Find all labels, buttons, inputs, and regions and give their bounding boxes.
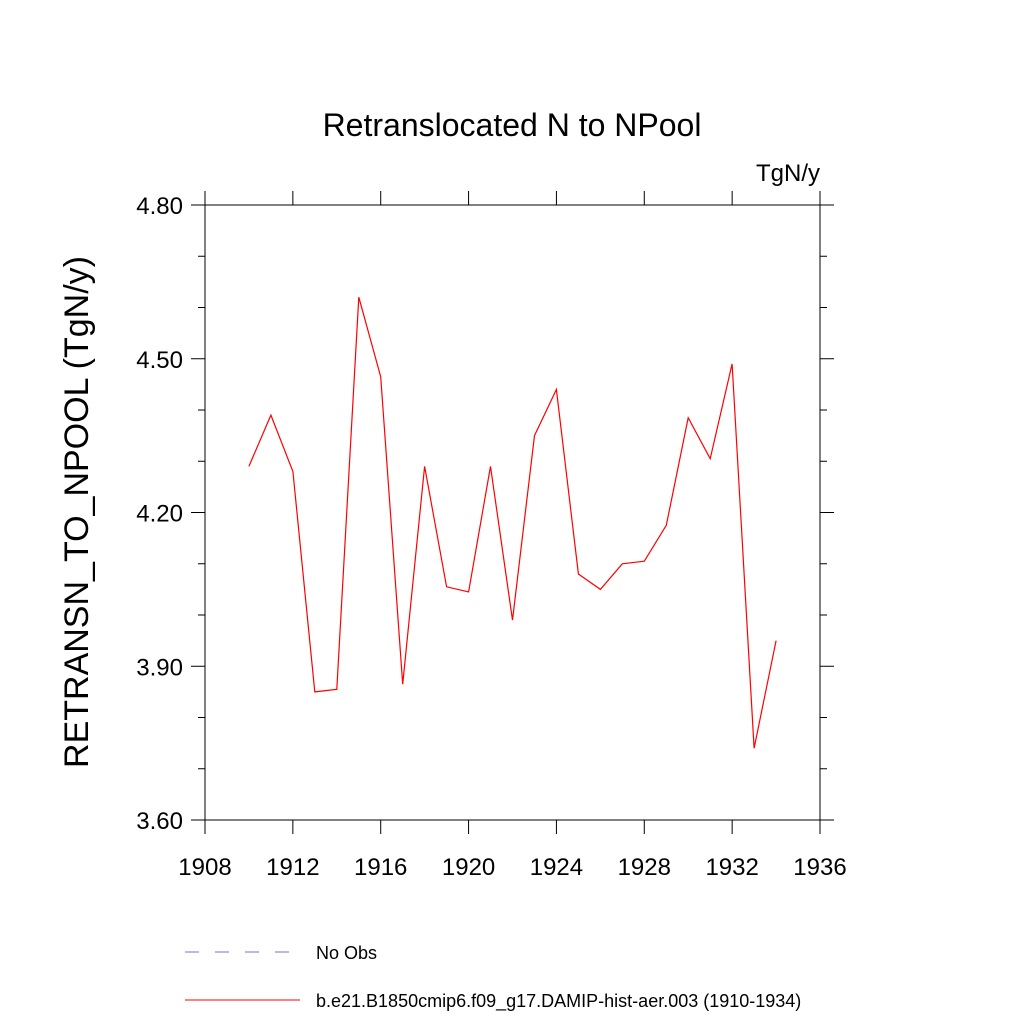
y-tick-label: 3.90 [136, 654, 183, 681]
y-tick-label: 4.80 [136, 193, 183, 220]
x-tick-label: 1924 [530, 854, 583, 881]
y-axis-label: RETRANSN_TO_NPOOL (TgN/y) [58, 256, 96, 768]
x-tick-label: 1936 [793, 854, 846, 881]
legend-label: b.e21.B1850cmip6.f09_g17.DAMIP-hist-aer.… [316, 991, 801, 1012]
axis-ticks [191, 191, 834, 834]
axis-tick-labels: 1908 1912 1916 1920 1924 1928 1932 1936 3.60 3.90… [136, 193, 846, 881]
x-tick-label: 1920 [442, 854, 495, 881]
x-tick-label: 1908 [178, 854, 231, 881]
x-tick-label: 1912 [266, 854, 319, 881]
y-tick-label: 4.50 [136, 347, 183, 374]
x-tick-label: 1928 [618, 854, 671, 881]
x-tick-label: 1932 [705, 854, 758, 881]
chart-title: Retranslocated N to NPool [323, 107, 702, 143]
legend: No Obs b.e21.B1850cmip6.f09_g17.DAMIP-his… [185, 943, 801, 1012]
x-tick-label: 1916 [354, 854, 407, 881]
y-tick-label: 4.20 [136, 501, 183, 528]
series-line [248, 297, 777, 749]
y-tick-label: 3.60 [136, 808, 183, 835]
legend-label: No Obs [316, 943, 377, 963]
units-label: TgN/y [756, 160, 820, 187]
series-layer [248, 297, 777, 749]
